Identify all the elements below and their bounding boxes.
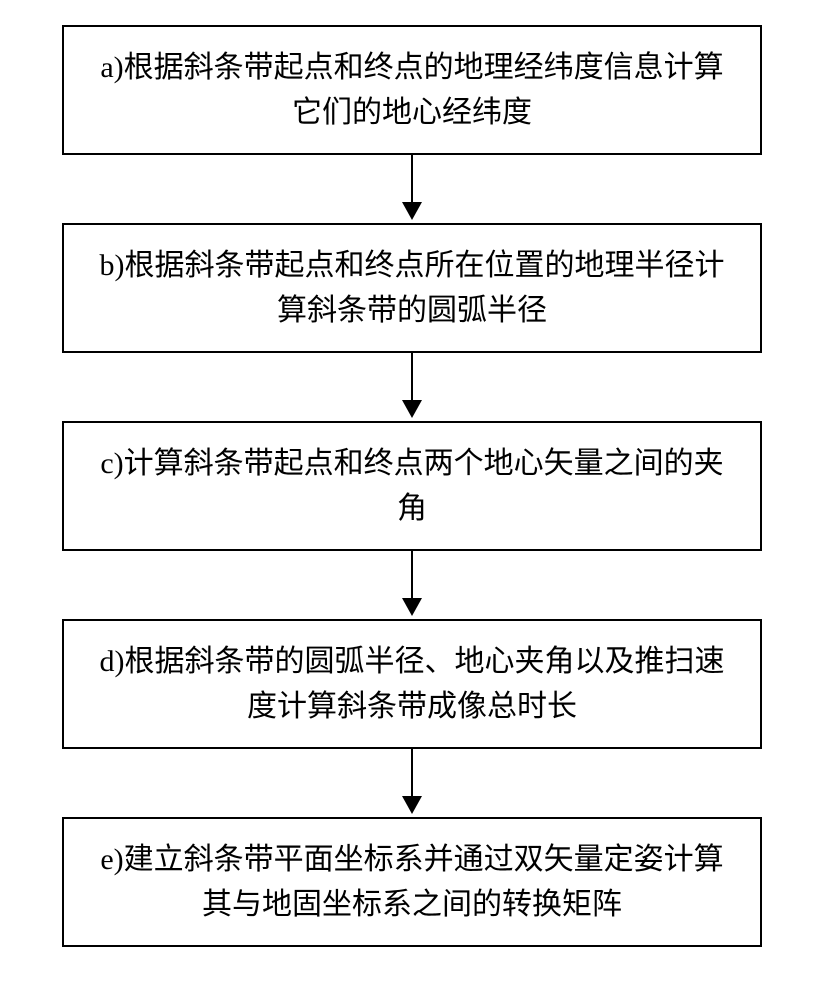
step-d-box: d)根据斜条带的圆弧半径、地心夹角以及推扫速度计算斜条带成像总时长 xyxy=(62,619,762,749)
step-a-label: a)根据斜条带起点和终点的地理经纬度信息计算它们的地心经纬度 xyxy=(100,51,723,129)
arrow-a-to-b xyxy=(402,155,422,223)
arrow-head xyxy=(402,202,422,220)
step-c-box: c)计算斜条带起点和终点两个地心矢量之间的夹角 xyxy=(62,421,762,551)
arrow-d-to-e xyxy=(402,749,422,817)
arrow-b-to-c xyxy=(402,353,422,421)
arrow-line xyxy=(411,353,414,401)
arrow-line xyxy=(411,551,414,599)
step-b-box: b)根据斜条带起点和终点所在位置的地理半径计算斜条带的圆弧半径 xyxy=(62,223,762,353)
step-e-box: e)建立斜条带平面坐标系并通过双矢量定姿计算其与地固坐标系之间的转换矩阵 xyxy=(62,817,762,947)
step-d-label: d)根据斜条带的圆弧半径、地心夹角以及推扫速度计算斜条带成像总时长 xyxy=(100,645,725,723)
arrow-c-to-d xyxy=(402,551,422,619)
step-a-box: a)根据斜条带起点和终点的地理经纬度信息计算它们的地心经纬度 xyxy=(62,25,762,155)
step-b-label: b)根据斜条带起点和终点所在位置的地理半径计算斜条带的圆弧半径 xyxy=(100,249,725,327)
arrow-head xyxy=(402,400,422,418)
flowchart-container: a)根据斜条带起点和终点的地理经纬度信息计算它们的地心经纬度 b)根据斜条带起点… xyxy=(62,25,762,947)
arrow-head xyxy=(402,598,422,616)
step-c-label: c)计算斜条带起点和终点两个地心矢量之间的夹角 xyxy=(100,447,723,525)
step-e-label: e)建立斜条带平面坐标系并通过双矢量定姿计算其与地固坐标系之间的转换矩阵 xyxy=(100,843,723,921)
arrow-line xyxy=(411,155,414,203)
arrow-line xyxy=(411,749,414,797)
arrow-head xyxy=(402,796,422,814)
